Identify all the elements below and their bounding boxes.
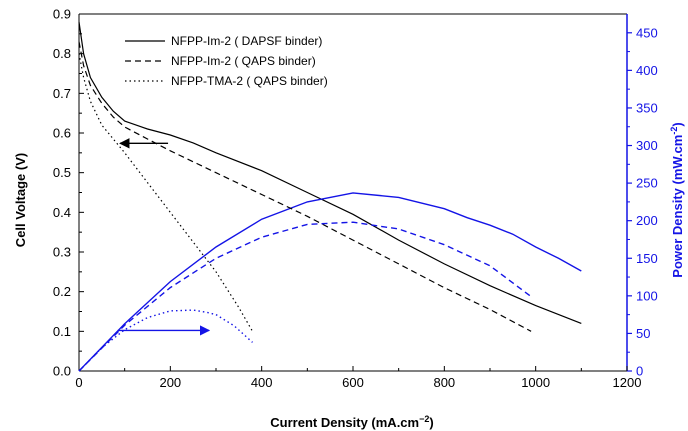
x-tick-label: 1000 xyxy=(521,375,550,390)
y2-tick-label: 350 xyxy=(636,100,658,115)
y2-tick-label: 400 xyxy=(636,63,658,78)
voltage-curve-1 xyxy=(78,21,582,324)
y2-tick-label: 200 xyxy=(636,213,658,228)
y-tick-label: 0.4 xyxy=(53,205,71,220)
series-layer xyxy=(78,21,582,372)
y2-tick-label: 100 xyxy=(636,288,658,303)
y2-tick-label: 250 xyxy=(636,176,658,191)
y-tick-label: 0.6 xyxy=(53,126,71,141)
annotation-layer xyxy=(117,138,211,336)
x-tick-label: 600 xyxy=(342,375,364,390)
voltage-curve-3 xyxy=(78,53,254,332)
power-curve-1 xyxy=(78,192,582,372)
y-tick-label: 0.9 xyxy=(53,7,71,22)
power-density-axis: 0 50 100 150 200 250 300 350 400 450 xyxy=(627,25,658,379)
y2-tick-label: 0 xyxy=(636,364,643,379)
y2-axis-title: Power Density (mW.cm-2) xyxy=(669,122,685,277)
y-tick-label: 0.5 xyxy=(53,165,71,180)
x-tick-label: 800 xyxy=(433,375,455,390)
y-tick-label: 0.1 xyxy=(53,324,71,339)
legend: NFPP-Im-2 ( DAPSF binder) NFPP-Im-2 ( QAP… xyxy=(125,34,328,88)
y-tick-label: 0.8 xyxy=(53,46,71,61)
x-tick-label: 1200 xyxy=(613,375,642,390)
cell-voltage-axis: 0.0 0.1 0.2 0.3 0.4 0.5 0.6 0.7 0.8 0.9 xyxy=(53,7,84,379)
y-tick-label: 0.3 xyxy=(53,245,71,260)
y2-tick-label: 50 xyxy=(636,326,650,341)
x-axis-title: Current Density (mA.cm−2) xyxy=(270,414,433,430)
legend-label-3: NFPP-TMA-2 ( QAPS binder) xyxy=(171,74,328,88)
power-curve-2 xyxy=(78,221,532,372)
x-tick-label: 200 xyxy=(159,375,181,390)
legend-label-1: NFPP-Im-2 ( DAPSF binder) xyxy=(171,34,322,48)
y2-tick-label: 150 xyxy=(636,251,658,266)
y-tick-label: 0.0 xyxy=(53,364,71,379)
power-curve-3 xyxy=(78,309,253,372)
legend-label-2: NFPP-Im-2 ( QAPS binder) xyxy=(171,54,316,68)
x-tick-label: 400 xyxy=(251,375,273,390)
current-density-axis: 0 200 400 600 800 1000 1200 xyxy=(75,366,641,390)
y2-tick-label: 300 xyxy=(636,138,658,153)
voltage-curve-2 xyxy=(78,41,532,332)
y-tick-label: 0.2 xyxy=(53,284,71,299)
x-tick-label: 0 xyxy=(75,375,82,390)
y-axis-title: Cell Voltage (V) xyxy=(13,153,28,247)
y-tick-label: 0.7 xyxy=(53,86,71,101)
y2-tick-label: 450 xyxy=(636,25,658,40)
